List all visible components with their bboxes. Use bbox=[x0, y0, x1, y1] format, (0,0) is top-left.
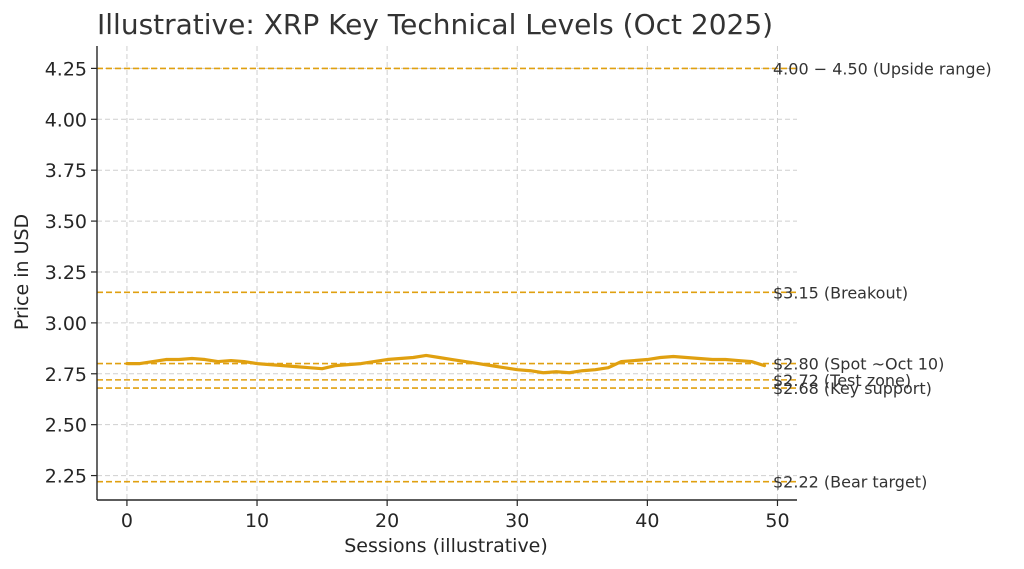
level-label: $2.80 (Spot ~Oct 10) bbox=[773, 355, 944, 374]
chart-title: Illustrative: XRP Key Technical Levels (… bbox=[97, 8, 773, 41]
y-tick-label: 4.00 bbox=[45, 109, 87, 131]
levels-layer bbox=[97, 67, 797, 483]
y-tick-label: 3.00 bbox=[45, 313, 87, 335]
level-labels-layer: 4.00 − 4.50 (Upside range) $3.15 (Breakou… bbox=[773, 59, 992, 491]
y-axis-label: Price in USD bbox=[11, 214, 33, 330]
x-axis-label: Sessions (illustrative) bbox=[344, 535, 548, 557]
axes-layer: 0 10 20 30 40 50 2.25 2.50 2.75 3.00 3.25 3.50 3.75 4… bbox=[45, 46, 797, 532]
y-tick-label: 3.50 bbox=[45, 211, 87, 233]
x-tick-label: 40 bbox=[635, 510, 659, 532]
y-tick-label: 2.75 bbox=[45, 364, 87, 386]
level-label: $3.15 (Breakout) bbox=[773, 283, 908, 302]
y-tick-label: 2.50 bbox=[45, 415, 87, 437]
x-tick-label: 20 bbox=[375, 510, 399, 532]
price-series-line bbox=[125, 353, 767, 375]
x-tick-label: 30 bbox=[505, 510, 529, 532]
y-tick-label: 3.75 bbox=[45, 160, 87, 182]
x-tick-label: 50 bbox=[765, 510, 789, 532]
series-layer bbox=[125, 353, 767, 375]
level-label: 4.00 − 4.50 (Upside range) bbox=[773, 59, 992, 78]
level-label: $2.68 (Key support) bbox=[773, 379, 932, 398]
grid-layer bbox=[97, 46, 797, 500]
level-label: $2.72 (Test zone) bbox=[773, 371, 911, 390]
y-tick-label: 2.25 bbox=[45, 466, 87, 488]
y-tick-label: 3.25 bbox=[45, 262, 87, 284]
level-label: $2.22 (Bear target) bbox=[773, 473, 927, 492]
x-tick-label: 0 bbox=[121, 510, 133, 532]
x-tick-label: 10 bbox=[245, 510, 269, 532]
y-tick-label: 4.25 bbox=[45, 58, 87, 80]
